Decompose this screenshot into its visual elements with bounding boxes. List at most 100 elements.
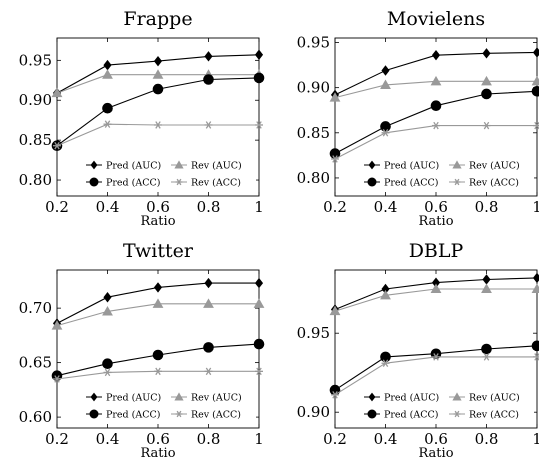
- data-point-pred-auc: [153, 282, 163, 293]
- data-point-rev-acc: [204, 121, 213, 129]
- y-tick-label: 0.80: [19, 171, 52, 189]
- data-point-pred-auc: [482, 274, 491, 285]
- chart-movielens: Movielens 0.2 0.4 0.6 0.8 1 Ratio 0.80 0.85 0.90 0…: [297, 8, 539, 229]
- data-point-rev-auc: [481, 283, 492, 294]
- data-point-rev-acc: [533, 121, 539, 130]
- data-point-rev-auc: [531, 283, 539, 294]
- y-tick-label: 0.95: [297, 34, 330, 52]
- data-point-rev-acc: [482, 353, 491, 361]
- data-point-pred-auc: [103, 59, 112, 71]
- legend-label-rev-auc: Rev (AUC): [469, 393, 520, 404]
- data-point-rev-auc: [329, 305, 341, 316]
- legend-marker-rev-auc: [452, 160, 462, 169]
- x-tick-label: 0.6: [424, 430, 448, 448]
- legend-marker-rev-acc: [453, 178, 461, 186]
- y-tick-label: 0.95: [297, 324, 330, 342]
- x-tick-label: 0.2: [323, 198, 347, 216]
- data-point-pred-auc: [204, 277, 213, 289]
- y-tick-label: 0.60: [19, 408, 52, 426]
- data-point-rev-auc: [102, 306, 113, 316]
- data-point-rev-auc: [430, 283, 442, 294]
- data-point-rev-auc: [51, 320, 63, 330]
- legend-label-rev-acc: Rev (ACC): [191, 410, 241, 421]
- x-axis-label: Ratio: [418, 214, 453, 229]
- x-tick-label: 0.6: [424, 198, 448, 216]
- data-point-pred-acc: [152, 83, 164, 95]
- data-point-rev-auc: [481, 75, 492, 86]
- legend-label-rev-acc: Rev (ACC): [191, 178, 241, 189]
- legend-label-pred-auc: Pred (AUC): [384, 393, 439, 404]
- data-point-pred-auc: [532, 47, 539, 58]
- legend-label-pred-auc: Pred (AUC): [384, 161, 439, 172]
- x-axis-label: Ratio: [418, 446, 453, 461]
- data-point-rev-acc: [154, 367, 162, 376]
- legend-marker-pred-acc: [89, 409, 99, 419]
- legend-background: [84, 156, 256, 192]
- data-point-rev-auc: [380, 79, 391, 89]
- legend-label-pred-acc: Pred (ACC): [106, 410, 160, 421]
- legend: Pred (AUC) Rev (AUC) Pred (ACC) Rev (ACC): [84, 156, 256, 192]
- legend-marker-rev-auc: [174, 160, 184, 169]
- legend-marker-rev-auc: [452, 392, 462, 401]
- data-point-pred-auc: [254, 49, 264, 60]
- data-point-rev-acc: [53, 375, 61, 383]
- x-tick-label: 1: [532, 198, 539, 216]
- data-point-pred-acc: [329, 148, 341, 159]
- x-tick-label: 0.2: [45, 430, 69, 448]
- data-point-rev-acc: [381, 129, 390, 137]
- x-tick-label: 0.8: [475, 430, 499, 448]
- x-tick-label: 1: [532, 430, 539, 448]
- legend-background: [362, 388, 534, 424]
- legend-marker-pred-acc: [89, 177, 99, 187]
- chart-title: DBLP: [409, 240, 464, 262]
- data-point-rev-auc: [380, 289, 391, 300]
- data-point-pred-auc: [381, 283, 390, 295]
- y-tick-label: 0.85: [297, 124, 330, 142]
- x-tick-label: 0.2: [323, 430, 347, 448]
- data-point-pred-acc: [430, 100, 442, 112]
- legend-label-rev-acc: Rev (ACC): [469, 410, 519, 421]
- data-point-rev-acc: [331, 155, 339, 163]
- data-point-rev-auc: [531, 75, 539, 86]
- data-point-pred-auc: [532, 272, 539, 284]
- data-point-rev-acc: [331, 391, 339, 399]
- legend: Pred (AUC) Rev (AUC) Pred (ACC) Rev (ACC): [362, 156, 534, 192]
- x-tick-label: 0.8: [197, 430, 221, 448]
- legend: Pred (AUC) Rev (AUC) Pred (ACC) Rev (ACC): [84, 388, 256, 424]
- data-point-pred-auc: [482, 48, 491, 59]
- data-point-rev-acc: [432, 121, 440, 130]
- legend-marker-pred-auc: [90, 160, 98, 170]
- y-tick-label: 0.90: [297, 403, 330, 421]
- x-tick-label: 0.8: [475, 198, 499, 216]
- data-point-pred-acc: [152, 349, 164, 361]
- y-tick-label: 0.80: [297, 169, 330, 187]
- data-point-rev-auc: [430, 75, 442, 86]
- data-point-pred-acc: [253, 338, 265, 350]
- legend-label-pred-acc: Pred (ACC): [384, 410, 438, 421]
- x-tick-label: 0.6: [146, 430, 170, 448]
- data-point-pred-acc: [253, 72, 265, 84]
- x-tick-label: 0.4: [374, 198, 398, 216]
- legend-marker-pred-acc: [367, 409, 377, 419]
- legend-label-pred-acc: Pred (ACC): [106, 178, 160, 189]
- y-tick-label: 0.95: [19, 51, 52, 69]
- data-point-rev-acc: [204, 367, 213, 376]
- legend-marker-pred-acc: [367, 177, 377, 187]
- legend-marker-rev-auc: [174, 392, 184, 401]
- data-point-rev-auc: [253, 298, 265, 308]
- legend-label-rev-auc: Rev (AUC): [469, 161, 520, 172]
- data-point-rev-acc: [255, 121, 263, 129]
- x-tick-label: 0.2: [45, 198, 69, 216]
- data-point-pred-acc: [203, 74, 214, 85]
- x-tick-label: 1: [254, 430, 264, 448]
- data-point-rev-auc: [152, 298, 164, 308]
- data-point-rev-acc: [432, 353, 440, 361]
- legend-label-pred-auc: Pred (AUC): [106, 393, 161, 404]
- chart-title: Movielens: [387, 8, 485, 30]
- data-point-rev-acc: [154, 121, 162, 129]
- chart-dblp: DBLP 0.2 0.4 0.6 0.8 1 Ratio 0.90 0.95 Pred (AUC)…: [297, 240, 539, 461]
- legend-label-pred-auc: Pred (AUC): [106, 161, 161, 172]
- data-point-rev-acc: [482, 121, 491, 130]
- x-tick-label: 0.4: [374, 430, 398, 448]
- chart-frappe: Frappe 0.2 0.4 0.6 0.8 1 Ratio 0.80 0.85 0.90 0.95…: [19, 8, 265, 229]
